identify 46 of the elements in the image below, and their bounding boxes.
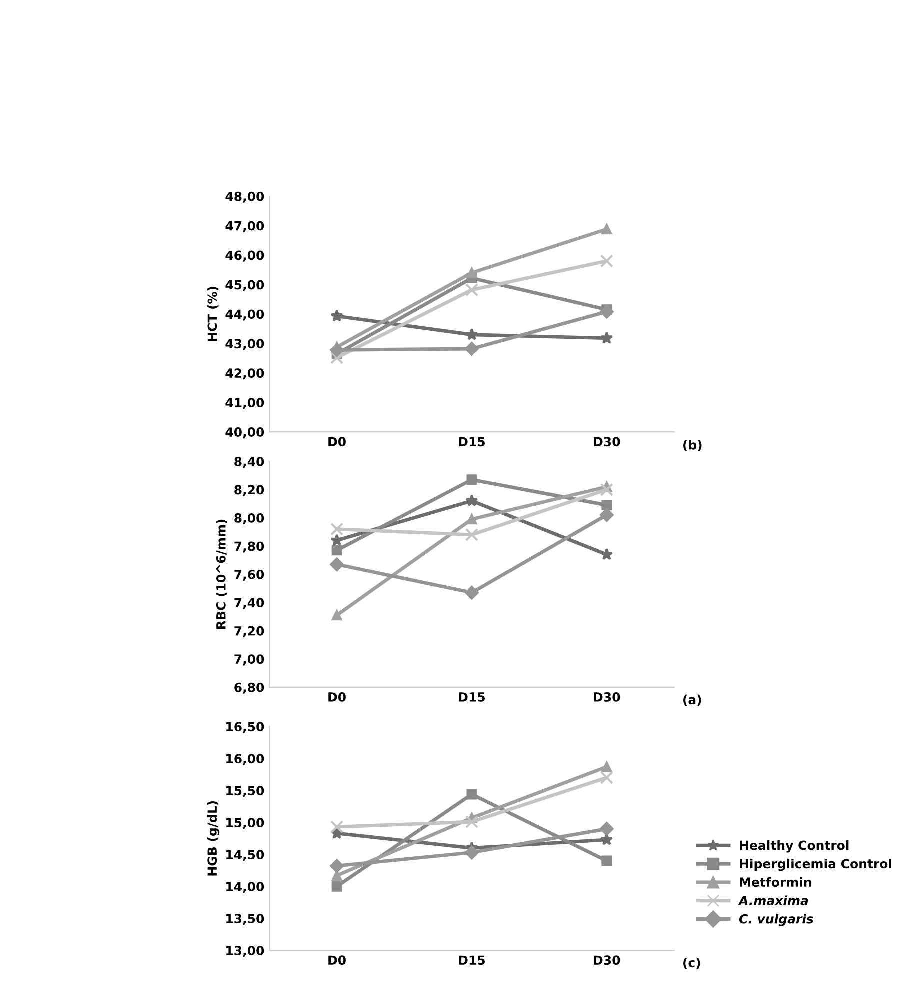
y-tick-label: 7,40	[234, 598, 264, 610]
text: (c)	[684, 958, 700, 970]
y-tick-label: 13,00	[226, 946, 264, 958]
legend-label: A.maxima	[738, 896, 808, 906]
x-tick-label: D0	[328, 437, 346, 447]
y-tick-label: 7,20	[234, 626, 264, 638]
y-tick-label: 7,80	[234, 542, 264, 553]
y-tick-label: 16,50	[226, 722, 264, 734]
y-axis-title: HCT (%)	[208, 287, 219, 342]
y-tick-label: 46,00	[226, 250, 264, 262]
y-tick-label: 44,00	[226, 310, 264, 321]
y-tick-label: 47,00	[226, 221, 264, 232]
x-tick-label: D30	[594, 956, 620, 966]
text: (a)	[684, 694, 702, 706]
legend-label: Healthy Control	[740, 840, 849, 853]
legend-label: C. vulgaris	[739, 914, 814, 926]
y-tick-label: 8,20	[234, 485, 264, 496]
text: (b)	[684, 440, 702, 452]
x-tick-label: D0	[328, 692, 346, 702]
y-tick-label: 8,40	[234, 457, 264, 468]
y-tick-label: 42,00	[226, 368, 264, 380]
x-tick-label: D15	[459, 692, 485, 702]
x-tick-label: D15	[459, 437, 485, 447]
y-tick-label: 7,00	[234, 654, 264, 666]
legend-label: Metformin	[740, 877, 812, 888]
y-tick-label: 13,50	[226, 914, 264, 926]
y-tick-label: 8,00	[234, 513, 264, 525]
y-tick-label: 16,00	[226, 754, 264, 766]
y-tick-label: 41,00	[226, 398, 264, 410]
y-tick-label: 14,00	[226, 882, 264, 894]
x-tick-label: D30	[594, 692, 620, 702]
y-axis-title: RBC (10^6/mm)	[216, 520, 228, 629]
y-tick-label: 15,00	[226, 818, 264, 830]
x-tick-label: D15	[459, 956, 485, 966]
y-tick-label: 7,60	[234, 570, 264, 581]
y-tick-label: 40,00	[226, 428, 264, 439]
legend-label: Hiperglicemia Control	[740, 858, 892, 872]
y-tick-label: 45,00	[226, 280, 264, 292]
x-tick-label: D30	[594, 437, 620, 447]
y-tick-label: 14,50	[226, 850, 264, 862]
y-axis-title: HGB (g/dL)	[207, 801, 220, 876]
y-tick-label: 6,80	[234, 682, 264, 694]
x-tick-label: D0	[328, 956, 346, 966]
y-tick-label: 15,50	[226, 786, 264, 798]
y-tick-label: 48,00	[226, 192, 264, 203]
y-tick-label: 43,00	[226, 339, 264, 350]
